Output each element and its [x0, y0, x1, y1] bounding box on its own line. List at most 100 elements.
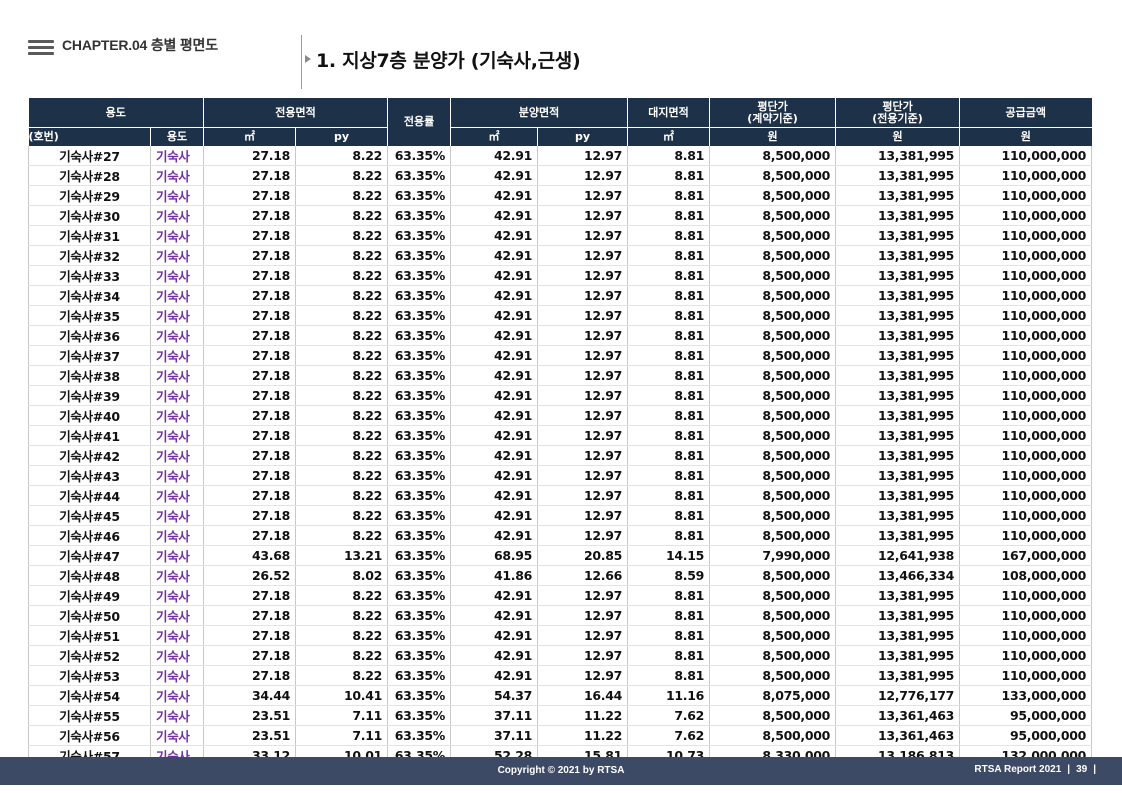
- sale-py-cell: 12.97: [537, 445, 629, 466]
- exclusive-ratio-cell: 63.35%: [387, 665, 452, 686]
- unit-cell: 기숙사#33: [28, 265, 151, 286]
- unit-cell: 기숙사#44: [28, 485, 151, 506]
- sale-py-cell: 12.97: [537, 645, 629, 666]
- sale-py-cell: 12.97: [537, 245, 629, 266]
- use-cell: 기숙사: [150, 285, 204, 306]
- land-sqm-cell: 8.81: [627, 185, 711, 206]
- subheader-land-sqm: ㎡: [627, 127, 711, 146]
- table-row: 기숙사#46 기숙사 27.18 8.22 63.35% 42.91 12.97 8.81 8,…: [28, 525, 1093, 546]
- land-sqm-cell: 11.16: [627, 685, 711, 706]
- sale-py-cell: 12.97: [537, 405, 629, 426]
- header-divider: [301, 35, 302, 89]
- price-exclusive-cell: 13,381,995: [835, 585, 961, 606]
- header-usage: 용도: [28, 98, 204, 128]
- header-price-exclusive-line2: (전용기준): [872, 111, 923, 125]
- price-contract-cell: 8,500,000: [709, 605, 837, 626]
- exclusive-ratio-cell: 63.35%: [387, 405, 452, 426]
- sale-py-cell: 12.97: [537, 605, 629, 626]
- sale-py-cell: 12.97: [537, 485, 629, 506]
- menu-icon[interactable]: [28, 40, 54, 55]
- use-cell: 기숙사: [150, 325, 204, 346]
- sale-py-cell: 12.97: [537, 365, 629, 386]
- sale-sqm-cell: 42.91: [450, 525, 539, 546]
- exclusive-ratio-cell: 63.35%: [387, 385, 452, 406]
- exclusive-ratio-cell: 63.35%: [387, 165, 452, 186]
- header-exclusive-area: 전용면적: [203, 98, 389, 128]
- exclusive-py-cell: 8.22: [295, 605, 389, 626]
- price-exclusive-cell: 12,641,938: [835, 545, 961, 566]
- table-row: 기숙사#44 기숙사 27.18 8.22 63.35% 42.91 12.97 8.81 8,…: [28, 485, 1093, 506]
- use-cell: 기숙사: [150, 645, 204, 666]
- sale-sqm-cell: 37.11: [450, 705, 539, 726]
- sale-py-cell: 11.22: [537, 725, 629, 746]
- exclusive-ratio-cell: 63.35%: [387, 685, 452, 706]
- unit-cell: 기숙사#45: [28, 505, 151, 526]
- supply-amount-cell: 95,000,000: [959, 705, 1093, 726]
- unit-cell: 기숙사#28: [28, 165, 151, 186]
- sale-sqm-cell: 42.91: [450, 445, 539, 466]
- exclusive-py-cell: 8.22: [295, 365, 389, 386]
- exclusive-sqm-cell: 23.51: [203, 705, 296, 726]
- use-cell: 기숙사: [150, 345, 204, 366]
- exclusive-sqm-cell: 27.18: [203, 185, 296, 206]
- unit-cell: 기숙사#53: [28, 665, 151, 686]
- price-contract-cell: 8,500,000: [709, 325, 837, 346]
- table-row: 기숙사#37 기숙사 27.18 8.22 63.35% 42.91 12.97 8.81 8,…: [28, 345, 1093, 366]
- exclusive-py-cell: 8.22: [295, 165, 389, 186]
- price-exclusive-cell: 13,381,995: [835, 385, 961, 406]
- exclusive-ratio-cell: 63.35%: [387, 185, 452, 206]
- exclusive-sqm-cell: 23.51: [203, 725, 296, 746]
- exclusive-ratio-cell: 63.35%: [387, 465, 452, 486]
- exclusive-py-cell: 8.22: [295, 146, 389, 166]
- price-contract-cell: 8,500,000: [709, 265, 837, 286]
- table-row: 기숙사#55 기숙사 23.51 7.11 63.35% 37.11 11.22 7.62 8,…: [28, 705, 1093, 726]
- price-contract-cell: 8,500,000: [709, 405, 837, 426]
- exclusive-ratio-cell: 63.35%: [387, 585, 452, 606]
- price-exclusive-cell: 13,381,995: [835, 605, 961, 626]
- exclusive-sqm-cell: 26.52: [203, 565, 296, 586]
- price-exclusive-cell: 13,466,334: [835, 565, 961, 586]
- table-row: 기숙사#47 기숙사 43.68 13.21 63.35% 68.95 20.85 14.15…: [28, 545, 1093, 566]
- use-cell: 기숙사: [150, 525, 204, 546]
- sale-sqm-cell: 68.95: [450, 545, 539, 566]
- sale-py-cell: 12.97: [537, 205, 629, 226]
- sale-sqm-cell: 42.91: [450, 325, 539, 346]
- table-body: 기숙사#27 기숙사 27.18 8.22 63.35% 42.91 12.97 8.81 8,…: [28, 146, 1093, 766]
- exclusive-py-cell: 10.41: [295, 685, 389, 706]
- price-contract-cell: 8,500,000: [709, 345, 837, 366]
- price-contract-cell: 8,500,000: [709, 365, 837, 386]
- sale-py-cell: 12.97: [537, 665, 629, 686]
- sale-sqm-cell: 42.91: [450, 645, 539, 666]
- price-exclusive-cell: 13,381,995: [835, 445, 961, 466]
- sale-py-cell: 12.97: [537, 585, 629, 606]
- sale-py-cell: 12.97: [537, 465, 629, 486]
- use-cell: 기숙사: [150, 405, 204, 426]
- exclusive-py-cell: 8.22: [295, 445, 389, 466]
- supply-amount-cell: 110,000,000: [959, 445, 1093, 466]
- sale-sqm-cell: 42.91: [450, 665, 539, 686]
- use-cell: 기숙사: [150, 585, 204, 606]
- use-cell: 기숙사: [150, 305, 204, 326]
- exclusive-sqm-cell: 27.18: [203, 345, 296, 366]
- price-exclusive-cell: 12,776,177: [835, 685, 961, 706]
- price-exclusive-cell: 13,361,463: [835, 725, 961, 746]
- table-row: 기숙사#29 기숙사 27.18 8.22 63.35% 42.91 12.97 8.81 8,…: [28, 185, 1093, 206]
- exclusive-py-cell: 8.22: [295, 225, 389, 246]
- table-row: 기숙사#50 기숙사 27.18 8.22 63.35% 42.91 12.97 8.81 8,…: [28, 605, 1093, 626]
- land-sqm-cell: 8.81: [627, 225, 711, 246]
- land-sqm-cell: 8.81: [627, 645, 711, 666]
- price-contract-cell: 8,500,000: [709, 245, 837, 266]
- sale-sqm-cell: 42.91: [450, 405, 539, 426]
- subheader-sale-sqm: ㎡: [450, 127, 539, 146]
- unit-cell: 기숙사#43: [28, 465, 151, 486]
- price-exclusive-cell: 13,381,995: [835, 525, 961, 546]
- supply-amount-cell: 110,000,000: [959, 365, 1093, 386]
- supply-amount-cell: 167,000,000: [959, 545, 1093, 566]
- unit-cell: 기숙사#40: [28, 405, 151, 426]
- sale-py-cell: 12.97: [537, 625, 629, 646]
- supply-amount-cell: 110,000,000: [959, 405, 1093, 426]
- sale-sqm-cell: 42.91: [450, 625, 539, 646]
- price-exclusive-cell: 13,381,995: [835, 265, 961, 286]
- use-cell: 기숙사: [150, 165, 204, 186]
- exclusive-py-cell: 8.22: [295, 585, 389, 606]
